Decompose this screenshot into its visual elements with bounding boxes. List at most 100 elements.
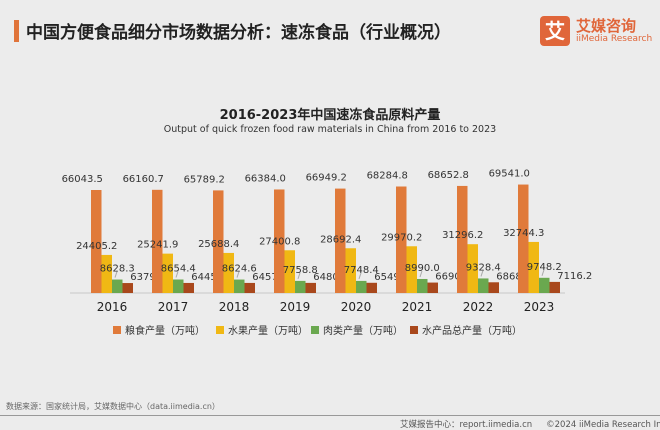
data-label: 8990.0: [405, 263, 440, 274]
data-label: 65789.2: [184, 174, 225, 185]
leader-line: [175, 271, 179, 278]
bar-2020-1: [345, 248, 356, 293]
x-tick-label: 2022: [463, 300, 494, 314]
copyright: ©2024 iiMedia Research Inc: [546, 420, 660, 430]
bar-2019-3: [305, 282, 316, 293]
x-tick-label: 2023: [524, 300, 555, 314]
data-label: 6868.8: [496, 271, 531, 282]
data-label: 25688.4: [198, 239, 239, 250]
data-label: 66384.0: [245, 173, 286, 184]
leader-line: [541, 269, 545, 276]
bar-2021-3: [427, 282, 438, 293]
x-tick-label: 2018: [219, 300, 250, 314]
leader-line: [114, 271, 118, 278]
bar-2022-0: [457, 185, 468, 293]
data-label: 68652.8: [428, 170, 469, 181]
data-label: 8628.3: [100, 264, 135, 275]
logo-mark: 艾: [540, 16, 570, 46]
data-label: 28692.4: [320, 234, 361, 245]
bar-2022-1: [467, 244, 478, 293]
data-source: 数据来源：国家统计局，艾媒数据中心（data.iimedia.cn）: [6, 402, 220, 411]
data-label: 69541.0: [489, 169, 530, 180]
logo-en: iiMedia Research: [576, 34, 653, 44]
bar-2023-3: [549, 281, 560, 293]
data-label: 31296.2: [442, 230, 483, 241]
bar-2022-3: [488, 282, 499, 293]
leader-line: [297, 272, 301, 280]
legend-label: 肉类产量（万吨）: [323, 324, 403, 337]
bar-2021-1: [406, 246, 417, 293]
leader-line: [480, 270, 484, 277]
data-label: 29970.2: [381, 232, 422, 243]
data-label: 7758.8: [283, 265, 318, 276]
legend-swatch: [410, 326, 418, 334]
legend-swatch: [311, 326, 319, 334]
x-tick-label: 2017: [158, 300, 189, 314]
bar-2018-0: [213, 190, 224, 293]
leader-line: [419, 270, 423, 278]
data-label: 6457.7: [252, 272, 287, 283]
chart-title: 2016-2023年中国速冻食品原料产量: [219, 108, 441, 123]
legend-swatch: [216, 326, 224, 334]
bar-2019-1: [284, 250, 295, 293]
data-label: 8654.4: [161, 264, 196, 275]
footer-divider: [0, 415, 660, 416]
bar-2019-2: [295, 280, 306, 293]
bar-2019-0: [274, 189, 285, 293]
chart-subtitle: Output of quick frozen food raw material…: [163, 124, 497, 135]
data-label: 6480.4: [313, 272, 348, 283]
logo-cn: 艾媒咨询: [576, 17, 637, 35]
data-label: 9748.2: [527, 262, 562, 273]
bar-2016-0: [91, 190, 102, 293]
data-label: 7748.4: [344, 265, 379, 276]
data-label: 7116.2: [557, 271, 592, 282]
bar-2020-3: [366, 282, 377, 293]
bar-2021-0: [396, 186, 407, 293]
bar-2023-1: [528, 241, 539, 293]
page-title: 中国方便食品细分市场数据分析：速冻食品（行业概况）: [26, 23, 451, 43]
report-link[interactable]: 艾媒报告中心：report.iimedia.cn: [400, 420, 533, 430]
data-label: 66949.2: [306, 173, 347, 184]
bar-2017-2: [173, 279, 184, 293]
bar-2023-2: [539, 277, 550, 293]
footer: 艾媒报告中心：report.iimedia.cn ©2024 iiMedia Re…: [400, 418, 660, 430]
legend-label: 粮食产量（万吨）: [125, 324, 205, 337]
data-label: 66160.7: [123, 174, 164, 185]
bar-2017-1: [162, 253, 173, 293]
data-label: 6445.3: [191, 272, 226, 283]
data-label: 27400.8: [259, 236, 300, 247]
bar-2016-3: [122, 283, 133, 293]
data-label: 32744.3: [503, 228, 544, 239]
data-label: 24405.2: [76, 241, 117, 252]
bar-2017-0: [152, 189, 163, 293]
bar-2018-3: [244, 282, 255, 293]
leader-line: [358, 272, 362, 280]
data-label: 6379.5: [130, 272, 165, 283]
legend-swatch: [113, 326, 121, 334]
x-tick-label: 2016: [97, 300, 128, 314]
data-label: 9328.4: [466, 262, 501, 273]
bar-2022-2: [478, 278, 489, 293]
bar-2020-2: [356, 280, 367, 293]
data-label: 25241.9: [137, 240, 178, 251]
bar-2016-1: [101, 254, 112, 293]
bar-2017-3: [183, 282, 194, 293]
data-label: 66043.5: [62, 174, 103, 185]
bar-2018-1: [223, 252, 234, 293]
legend-label: 水果产量（万吨）: [228, 324, 308, 337]
bar-2016-2: [112, 279, 123, 293]
bar-2018-2: [234, 279, 245, 293]
bar-2021-2: [417, 278, 428, 293]
bar-2023-0: [518, 184, 529, 293]
data-label: 68284.8: [367, 171, 408, 182]
data-label: 8624.6: [222, 264, 257, 275]
x-tick-label: 2021: [402, 300, 433, 314]
data-label: 6549.0: [374, 272, 409, 283]
x-tick-label: 2020: [341, 300, 372, 314]
legend-label: 水产品总产量（万吨）: [422, 324, 522, 337]
title-accent: [14, 20, 19, 42]
bar-2020-0: [335, 188, 346, 293]
data-label: 6690.3: [435, 272, 470, 283]
leader-line: [236, 271, 240, 278]
